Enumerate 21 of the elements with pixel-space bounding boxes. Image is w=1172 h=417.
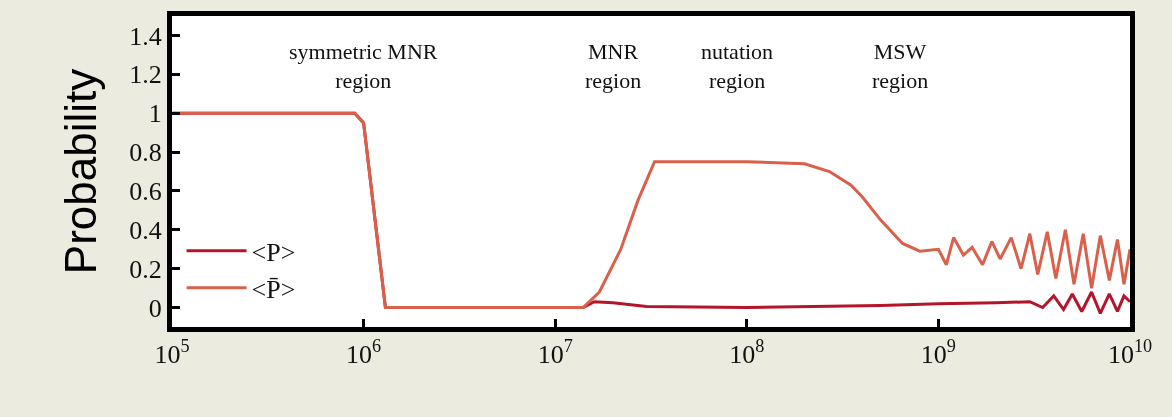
annotation: symmetric MNR region xyxy=(289,39,438,93)
x-tick-label: 10$^{9}$ xyxy=(920,336,956,370)
y-tick-label: 0.4 xyxy=(129,215,162,245)
x-tick-label: 10$^{5}$ xyxy=(154,336,190,370)
y-tick-label: 1 xyxy=(148,99,162,129)
annotation: MSW region xyxy=(872,39,929,93)
annotation: nutation region xyxy=(701,39,774,93)
x-tick-label: 10$^{8}$ xyxy=(729,336,765,370)
y-tick-label: 0 xyxy=(148,293,162,323)
x-tick-label: 10$^{10}$ xyxy=(1107,336,1153,370)
y-tick-label: 0.2 xyxy=(129,254,162,284)
legend-label: <P> xyxy=(251,237,296,267)
x-tick-label: 10$^{7}$ xyxy=(537,336,573,370)
annotation: MNR region xyxy=(585,39,642,93)
y-tick-label: 0.6 xyxy=(129,177,162,207)
y-tick-label: 1.4 xyxy=(129,21,162,51)
y-axis-title: Probability xyxy=(56,68,106,275)
y-tick-label: 0.8 xyxy=(129,138,162,168)
y-tick-label: 1.2 xyxy=(129,60,162,90)
legend-label: <P̄> xyxy=(251,274,296,304)
x-tick-label: 10$^{6}$ xyxy=(346,336,382,370)
